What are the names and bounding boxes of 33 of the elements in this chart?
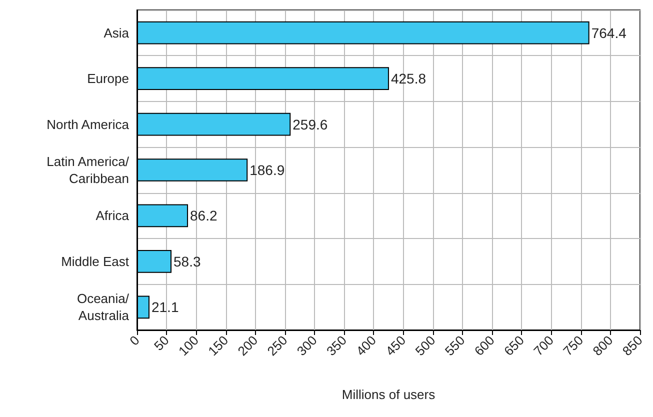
- x-tick-label: 300: [294, 332, 320, 359]
- x-tick-label: 550: [442, 332, 468, 359]
- y-tick-label: Africa: [96, 208, 130, 224]
- data-label: 259.6: [292, 116, 328, 132]
- x-tick-label: 250: [264, 332, 290, 359]
- x-tick-label: 150: [205, 332, 232, 359]
- data-label: 425.8: [390, 70, 426, 87]
- x-tick-label: 800: [590, 332, 616, 359]
- x-tick-label: 400: [353, 332, 380, 359]
- x-tick-label: 200: [234, 332, 261, 359]
- data-label: 21.1: [151, 299, 179, 316]
- x-tick-label: 750: [560, 332, 586, 359]
- y-tick-label: Latin America/Caribbean: [46, 154, 130, 186]
- y-tick-label: Middle East: [61, 254, 130, 269]
- x-tick-label: 500: [412, 332, 438, 359]
- x-tick-label: 50: [151, 332, 172, 354]
- data-label: 764.4: [591, 24, 627, 41]
- x-tick-label: 700: [530, 332, 557, 359]
- y-tick-label: Oceania/Australia: [76, 291, 130, 324]
- data-label: 186.9: [250, 162, 285, 178]
- data-label: 58.3: [174, 253, 201, 270]
- x-tick-label: 0: [126, 332, 142, 348]
- x-tick-label: 100: [176, 332, 202, 359]
- data-label: 86.2: [190, 208, 218, 224]
- x-tick-label: 600: [471, 332, 498, 359]
- x-tick-label: 350: [323, 332, 350, 359]
- x-tick-label: 850: [619, 332, 646, 359]
- x-axis-title: Millions of users: [342, 387, 436, 402]
- x-tick-label: 450: [382, 332, 409, 359]
- y-tick-label: Europe: [87, 71, 129, 86]
- x-tick-label: 650: [501, 332, 527, 359]
- y-tick-label: Asia: [104, 25, 130, 40]
- y-tick-label: North America: [46, 116, 130, 132]
